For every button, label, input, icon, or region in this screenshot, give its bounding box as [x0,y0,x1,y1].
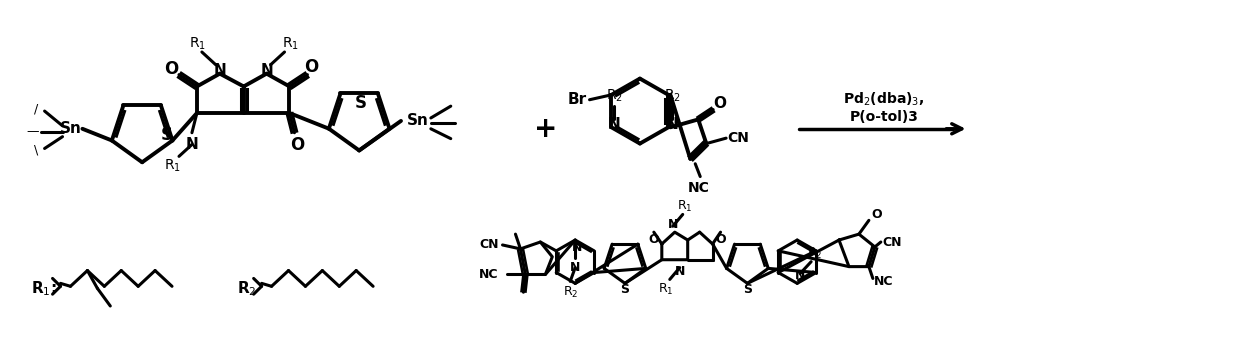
Text: P(o-tol)3: P(o-tol)3 [849,110,919,124]
Text: S: S [743,283,751,296]
Text: R$_1$: R$_1$ [677,199,692,214]
Text: R$_1$: R$_1$ [658,282,673,297]
Text: CN: CN [479,238,498,251]
Text: \: \ [33,144,37,157]
Text: O: O [649,233,660,246]
Text: R$_1$:: R$_1$: [31,279,56,297]
Text: O: O [714,96,727,111]
Text: Br: Br [568,92,588,107]
Text: R$_2$: R$_2$ [606,88,622,104]
Text: R$_2$: R$_2$ [807,246,823,261]
Text: N: N [260,63,273,78]
Text: /: / [33,103,37,116]
Text: N: N [213,63,226,78]
Text: N: N [675,265,684,278]
Text: CN: CN [883,236,903,248]
Text: N: N [608,117,621,132]
Text: R$_2$: R$_2$ [563,285,578,300]
Text: S: S [620,283,630,296]
Text: NC: NC [874,275,893,288]
Text: O: O [715,233,725,246]
Text: N: N [795,269,805,282]
Text: N: N [572,241,583,255]
Text: R$_1$: R$_1$ [165,158,181,174]
Text: N: N [570,261,580,274]
Text: Pd$_2$(dba)$_3$,: Pd$_2$(dba)$_3$, [843,91,925,108]
Text: O: O [872,208,882,221]
Text: Sn: Sn [60,121,82,136]
Text: S: S [161,126,172,144]
Text: N: N [667,218,678,231]
Text: —: — [26,125,38,138]
Text: NC: NC [687,182,709,195]
Text: CN: CN [727,131,749,145]
Text: O: O [304,58,319,76]
Text: +: + [533,115,557,143]
Text: O: O [290,136,305,154]
Text: R$_2$: R$_2$ [663,88,681,104]
Text: N: N [666,117,678,132]
Text: O: O [164,60,179,78]
Text: R$_1$: R$_1$ [281,36,299,52]
Text: Sn: Sn [407,113,429,129]
Text: R$_2$: R$_2$ [237,279,257,297]
Text: S: S [355,94,367,112]
Text: NC: NC [479,268,498,281]
Text: N: N [186,137,198,152]
Text: R$_1$: R$_1$ [190,36,206,52]
